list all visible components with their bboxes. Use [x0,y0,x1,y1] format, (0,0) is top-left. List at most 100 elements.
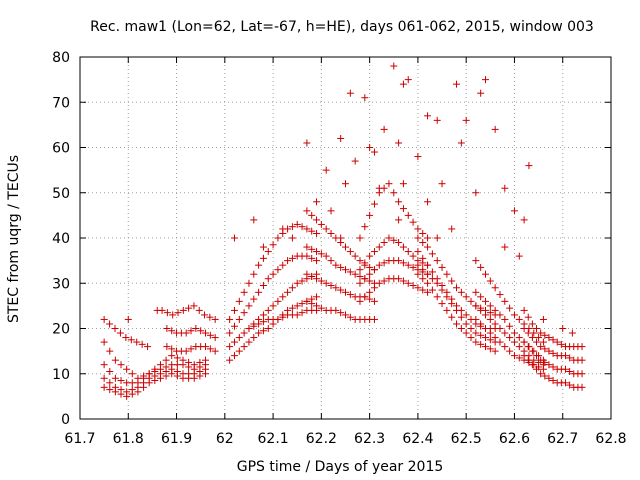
data-point [274,266,282,274]
data-point [467,325,475,332]
data-point [163,309,171,317]
data-point [153,306,161,314]
data-point [303,207,311,215]
data-point [414,234,422,242]
data-point [308,227,316,235]
data-point [566,367,574,375]
data-point [395,257,403,265]
data-point [520,325,528,332]
data-point [288,234,296,242]
data-point [185,304,193,312]
data-point [259,282,267,290]
data-point [356,257,364,265]
data-point [395,216,403,224]
data-point [541,331,549,339]
data-point [245,279,253,287]
data-point [404,261,412,269]
data-point [462,311,470,319]
data-point [250,270,258,278]
data-point [385,180,393,188]
data-point [414,248,422,256]
data-point [409,218,417,226]
data-point [545,334,553,342]
data-point [541,372,549,380]
data-point [366,270,374,278]
data-point [419,239,427,247]
data-point [151,377,159,385]
data-point [535,334,543,342]
data-point [187,327,195,335]
data-point [501,243,509,251]
data-point [117,377,125,385]
data-point [308,211,316,219]
data-point [462,329,470,337]
data-point [370,315,378,323]
data-point [117,361,125,369]
data-point [342,243,349,251]
x-tick-label: 62.3 [354,431,385,447]
data-point [561,365,569,373]
data-point [293,279,301,287]
data-point [106,347,114,355]
data-point [351,270,359,278]
data-point [515,334,523,342]
data-point [545,347,553,355]
data-point [174,309,182,317]
data-point [138,340,146,348]
data-point [313,257,321,265]
data-point [342,266,349,274]
data-point [313,229,321,237]
data-point [298,277,306,285]
data-point [182,347,190,355]
data-point [380,125,388,133]
data-point [327,229,335,237]
data-point [568,329,576,337]
data-point [366,252,374,260]
data-point [539,365,547,373]
axis-ticks: 61.7 61.8 61.9 62 62.1 62.2 62.3 62.4 62.5 62.6 62… [52,50,626,447]
data-point [448,313,456,321]
data-point [477,89,485,97]
data-point [303,243,311,251]
data-point [409,263,417,271]
data-point [356,297,364,305]
data-point [472,315,480,323]
data-point [370,297,378,305]
data-point [322,279,330,287]
data-point [395,275,403,283]
data-point [520,338,528,346]
data-point [235,297,243,305]
data-point [496,325,504,332]
data-point [128,370,136,378]
data-point [313,248,321,256]
data-point [515,343,523,351]
data-point [472,329,480,337]
data-point [111,388,119,396]
data-point [448,225,456,233]
data-point [375,261,383,269]
data-point [288,304,296,312]
data-point [486,336,494,344]
data-point [317,220,325,228]
data-point [185,363,193,371]
data-point [457,313,465,321]
data-point [539,338,547,346]
data-point [419,254,427,262]
data-point [230,322,238,330]
data-point [163,343,171,351]
data-point [524,356,532,364]
data-point [448,277,456,285]
data-point [259,318,267,326]
data-point [419,229,427,237]
data-point [269,302,277,310]
data-point [235,334,243,342]
data-point [506,334,514,342]
data-point [313,293,321,301]
data-point [195,306,203,314]
data-point [528,334,536,342]
data-point [190,302,198,310]
data-point [501,297,509,305]
data-point [491,284,499,292]
data-point [156,374,164,382]
